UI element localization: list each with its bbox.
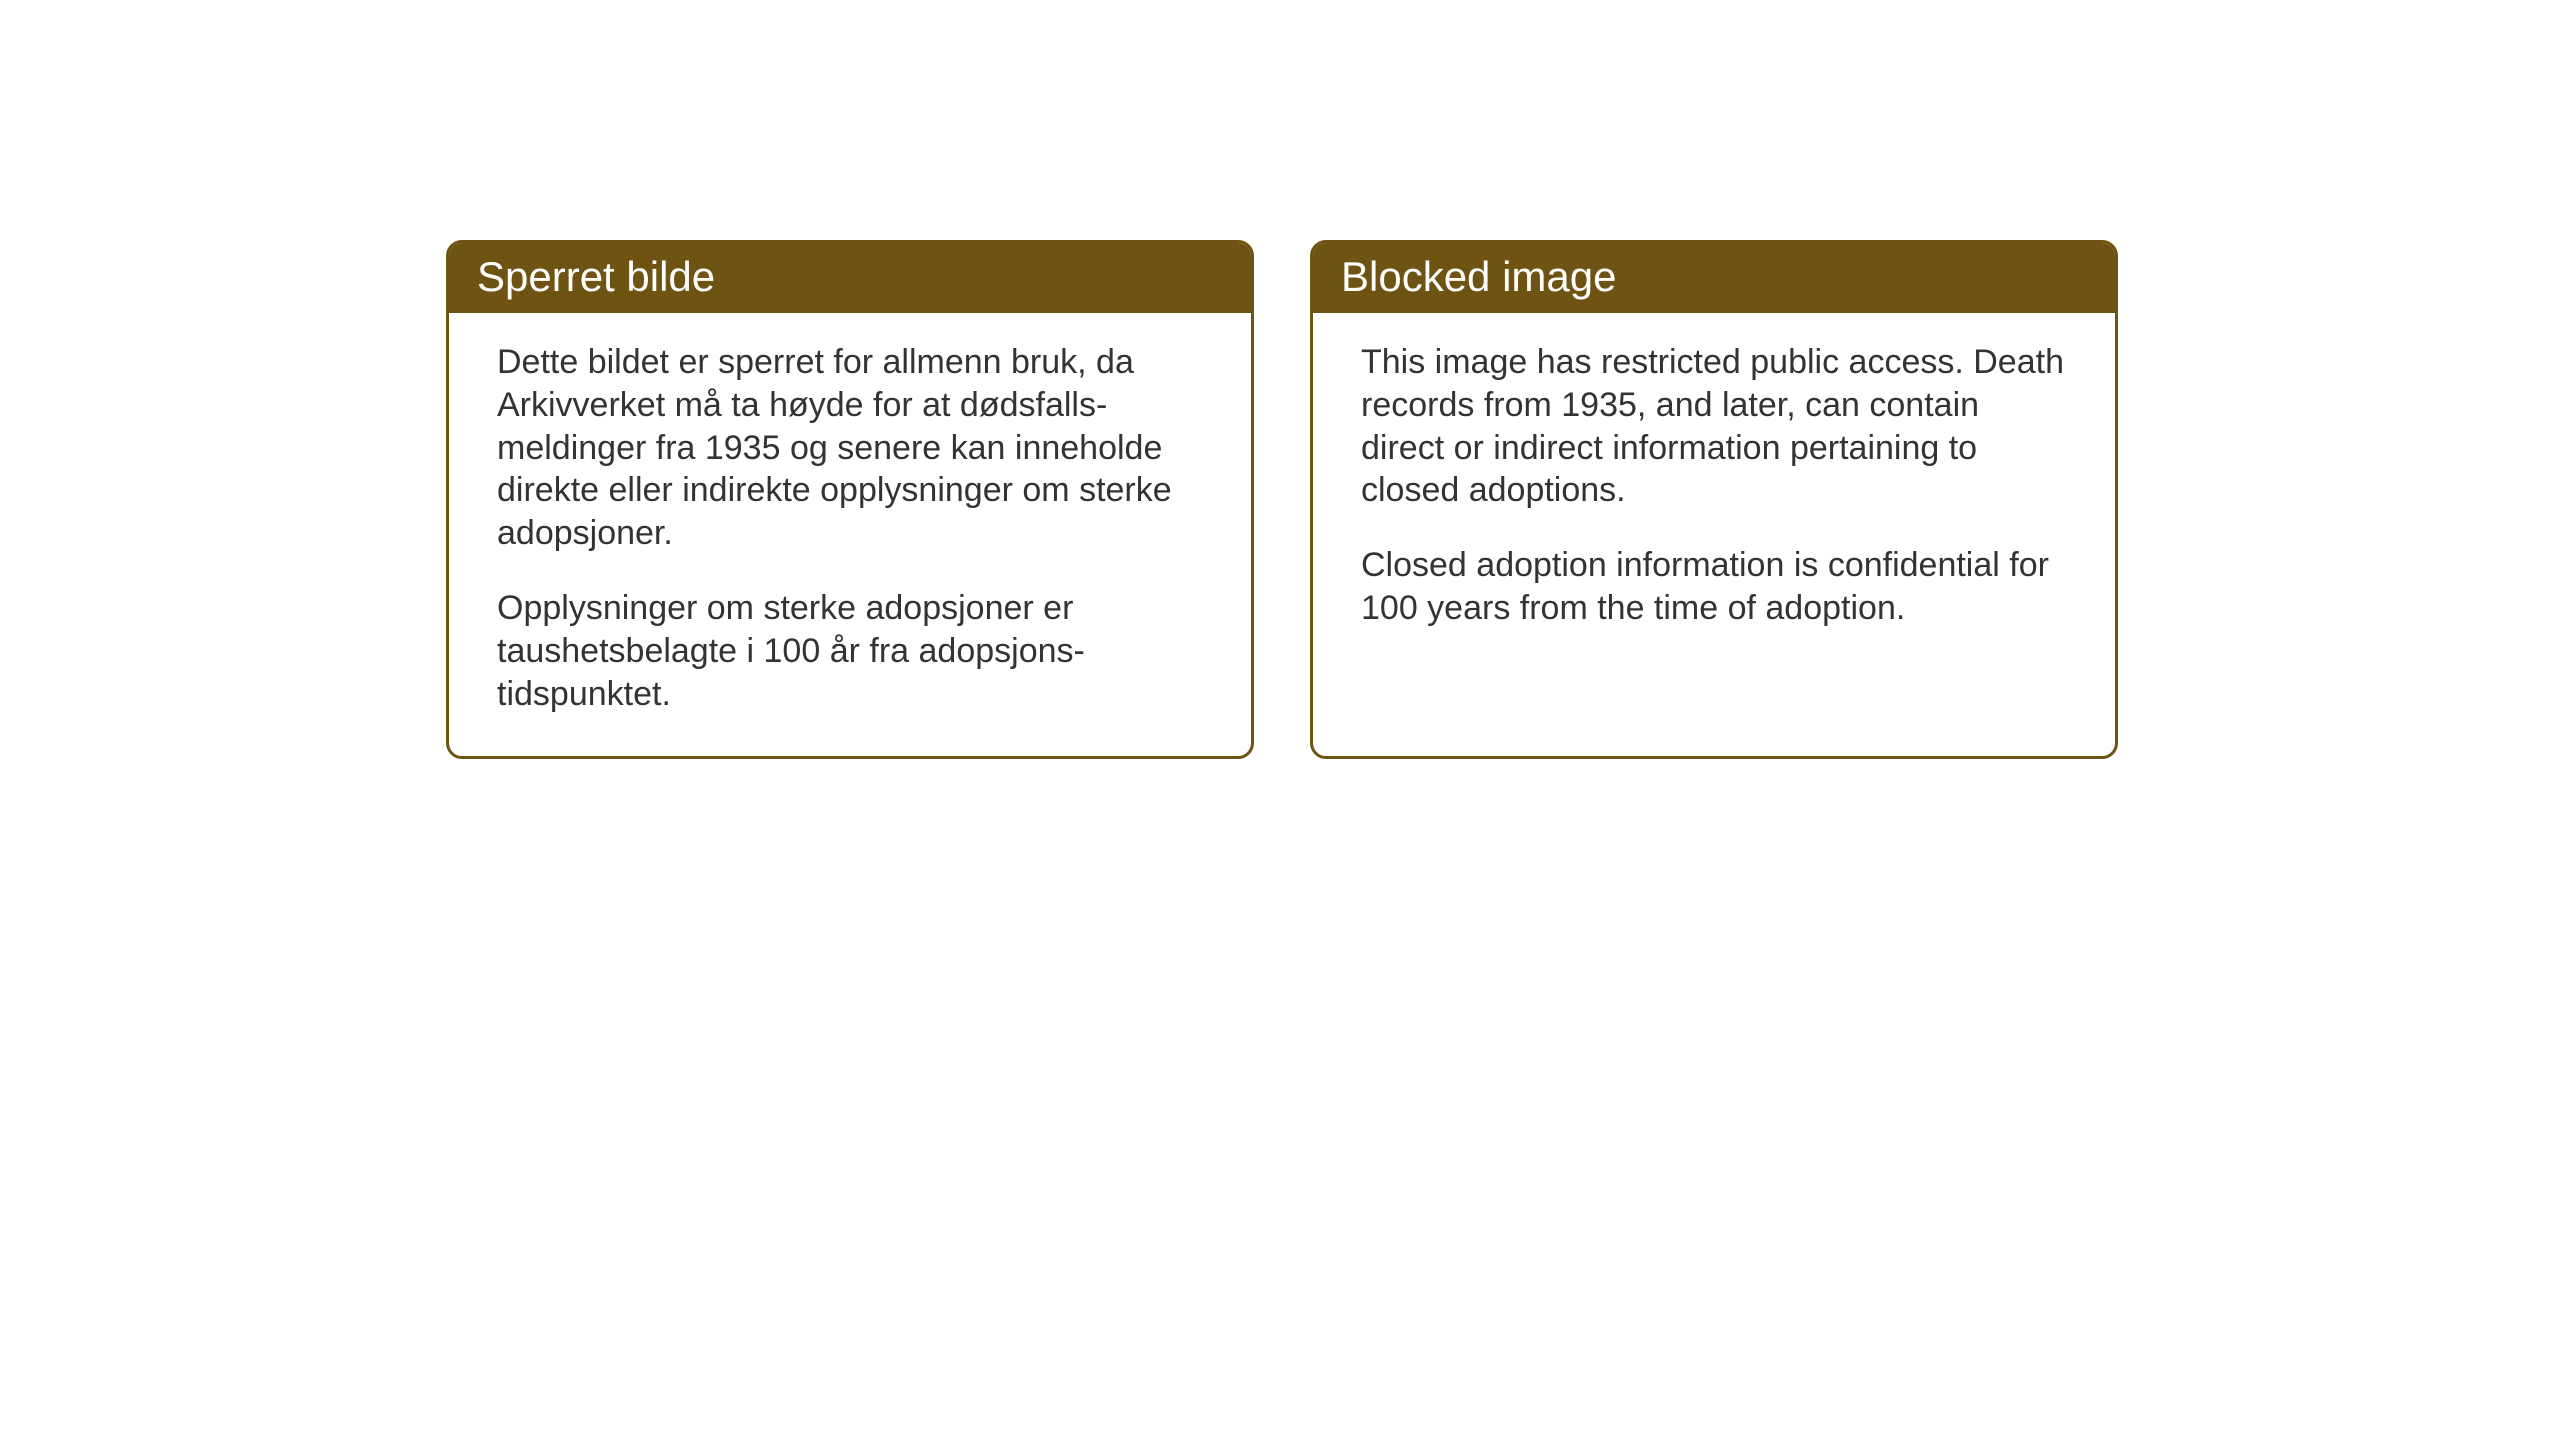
card-paragraph2-english: Closed adoption information is confident… xyxy=(1361,544,2067,630)
card-header-english: Blocked image xyxy=(1313,243,2115,313)
card-body-norwegian: Dette bildet er sperret for allmenn bruk… xyxy=(449,313,1251,756)
card-paragraph1-english: This image has restricted public access.… xyxy=(1361,341,2067,512)
card-paragraph2-norwegian: Opplysninger om sterke adopsjoner er tau… xyxy=(497,587,1203,715)
notice-card-english: Blocked image This image has restricted … xyxy=(1310,240,2118,759)
card-title-english: Blocked image xyxy=(1341,253,1616,300)
notice-container: Sperret bilde Dette bildet er sperret fo… xyxy=(446,240,2118,759)
card-title-norwegian: Sperret bilde xyxy=(477,253,715,300)
notice-card-norwegian: Sperret bilde Dette bildet er sperret fo… xyxy=(446,240,1254,759)
card-body-english: This image has restricted public access.… xyxy=(1313,313,2115,702)
card-header-norwegian: Sperret bilde xyxy=(449,243,1251,313)
card-paragraph1-norwegian: Dette bildet er sperret for allmenn bruk… xyxy=(497,341,1203,555)
